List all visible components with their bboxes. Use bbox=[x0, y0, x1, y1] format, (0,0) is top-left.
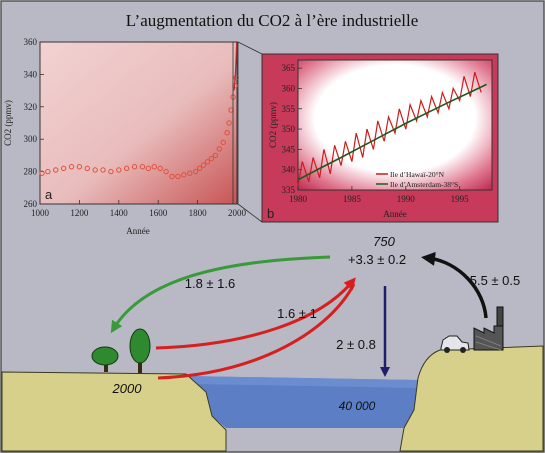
legend-label-amsterdam: Ile d’Amsterdam-38°S bbox=[390, 180, 458, 189]
panel-b-ytick-label: 360 bbox=[282, 83, 296, 93]
panel-b-xtick-label: 1985 bbox=[343, 194, 362, 204]
panel-b-ytick-label: 355 bbox=[282, 104, 296, 114]
panel-a-data-point bbox=[192, 168, 199, 175]
panel-a-xlabel: Année bbox=[126, 226, 150, 236]
ocean bbox=[186, 376, 418, 428]
flux-industry-to-atmosphere-label: 5.5 ± 0.5 bbox=[470, 273, 521, 288]
legend-label-hawaii: Ile d’Hawaï-20°N bbox=[390, 170, 445, 179]
panel-a-data-point bbox=[169, 173, 175, 180]
panel-a-data-point bbox=[175, 173, 181, 180]
zoom-line-top bbox=[237, 41, 263, 55]
panel-a-data-point bbox=[208, 155, 215, 162]
panel-a-data-point bbox=[200, 162, 207, 168]
panel-a-data-point bbox=[45, 168, 51, 175]
panel-a: 260 280 300 320 340 360 1000 1200 1400 1600 1800 2… bbox=[3, 37, 247, 236]
panel-b-xtick-label: 1980 bbox=[289, 194, 308, 204]
panel-b-ytick-label: 335 bbox=[282, 185, 296, 195]
flux-land-to-atmosphere-label: 1.6 ± 1 bbox=[277, 306, 317, 321]
panel-a-data-point bbox=[139, 164, 146, 170]
panel-a-data-point bbox=[181, 172, 187, 178]
panel-a-data-point bbox=[131, 164, 138, 170]
panel-b-label: b bbox=[267, 206, 274, 221]
panel-a-label: a bbox=[45, 187, 53, 202]
panel-b: 335 340 345 350 355 360 365 1980 1985 1990 1995 I… bbox=[261, 53, 499, 223]
atmosphere-stock-label: 750 bbox=[373, 234, 395, 249]
panel-a-data-point bbox=[212, 152, 219, 159]
panel-a-data-point bbox=[204, 159, 211, 165]
panel-a-data-point bbox=[76, 164, 83, 170]
panel-b-legend: Ile d’Hawaï-20°N Ile d’Amsterdam-38°S bbox=[376, 170, 458, 189]
panel-a-data-point bbox=[39, 170, 45, 176]
panel-b-xtick-label: 1990 bbox=[397, 194, 416, 204]
panel-b-ylabel: CO2 (ppmv) bbox=[268, 102, 278, 148]
panel-b-xlabel: Année bbox=[383, 209, 407, 219]
panel-a-data-point bbox=[196, 165, 203, 172]
panel-a-data-point bbox=[187, 170, 193, 176]
panel-a-xtick-label: 1800 bbox=[189, 208, 208, 218]
flux-atmosphere-to-land-label: 1.8 ± 1.6 bbox=[185, 276, 236, 291]
panel-b-ytick-label: 350 bbox=[282, 124, 296, 134]
panel-b-ytick-label: 365 bbox=[282, 63, 296, 73]
zoom-line-bottom bbox=[237, 203, 263, 223]
panel-a-data-point bbox=[220, 139, 226, 146]
panel-a-ytick-label: 300 bbox=[24, 134, 38, 144]
panel-a-ytick-label: 360 bbox=[24, 37, 38, 47]
panel-a-data-point bbox=[84, 165, 90, 172]
panel-a-recent-rise-line bbox=[233, 41, 238, 91]
panel-a-data-point bbox=[157, 165, 163, 172]
panel-a-data-point bbox=[226, 120, 232, 126]
panel-a-data-point bbox=[108, 168, 114, 175]
panel-b-xtick-label: 1995 bbox=[451, 194, 470, 204]
arrow-industry-to-atmosphere bbox=[421, 251, 488, 319]
panel-a-xtick-label: 2000 bbox=[228, 208, 247, 218]
panel-b-plot-area bbox=[297, 59, 493, 191]
arrow-land-to-atmosphere-lower bbox=[157, 283, 356, 380]
figure-title: L’augmentation du CO2 à l’ère industriel… bbox=[126, 11, 419, 30]
panel-b-series-amsterdam bbox=[297, 83, 487, 181]
panel-a-xtick-label: 1400 bbox=[110, 208, 129, 218]
panel-a-ytick-label: 260 bbox=[24, 199, 38, 209]
panel-a-data-point bbox=[116, 167, 122, 173]
panel-a-data-point bbox=[60, 165, 67, 172]
panel-a-xtick-label: 1200 bbox=[70, 208, 89, 218]
panel-a-data-point bbox=[53, 167, 59, 173]
panel-a-data-point bbox=[68, 164, 75, 170]
arrow-atmosphere-to-land bbox=[110, 255, 331, 334]
panel-a-ytick-label: 280 bbox=[24, 167, 38, 177]
panel-a-data-point bbox=[123, 165, 130, 172]
land-stock-label: 2000 bbox=[112, 381, 143, 396]
zoom-connectors bbox=[232, 41, 263, 223]
panel-a-ytick-label: 340 bbox=[24, 69, 38, 79]
panel-a-data-point bbox=[92, 167, 98, 173]
flux-atmosphere-to-ocean-label: 2 ± 0.8 bbox=[336, 337, 376, 352]
ocean-surface bbox=[186, 376, 418, 388]
panel-a-data-point bbox=[224, 130, 230, 136]
panel-a-data-point bbox=[151, 164, 157, 170]
zoom-box bbox=[232, 41, 239, 205]
land-right bbox=[399, 345, 544, 452]
panel-a-xtick-label: 1600 bbox=[149, 208, 168, 218]
car-icon bbox=[440, 335, 470, 353]
land-left bbox=[1, 371, 227, 452]
arrow-land-to-atmosphere-upper bbox=[155, 277, 356, 350]
panel-b-ytick-label: 345 bbox=[282, 144, 296, 154]
ocean-stock-label: 40 000 bbox=[339, 399, 376, 413]
panel-b-ytick-label: 340 bbox=[282, 165, 296, 175]
tree-icon bbox=[91, 328, 151, 373]
panel-a-xtick-label: 1000 bbox=[31, 208, 50, 218]
carbon-cycle-diagram: 750 +3.3 ± 0.2 1.8 ± 1.6 1.6 ± 1 2 ± 0.8… bbox=[1, 234, 544, 452]
factory-icon bbox=[473, 306, 504, 351]
panel-a-data-point bbox=[216, 146, 222, 152]
panel-a-data-point bbox=[163, 168, 169, 175]
panel-a-ylabel: CO2 (ppmv) bbox=[3, 100, 13, 146]
atmosphere-change-label: +3.3 ± 0.2 bbox=[348, 252, 406, 267]
panel-a-plot-area bbox=[39, 41, 238, 205]
panel-a-data-point bbox=[100, 167, 106, 173]
panel-a-data-point bbox=[145, 165, 152, 172]
panel-a-ytick-label: 320 bbox=[24, 102, 38, 112]
